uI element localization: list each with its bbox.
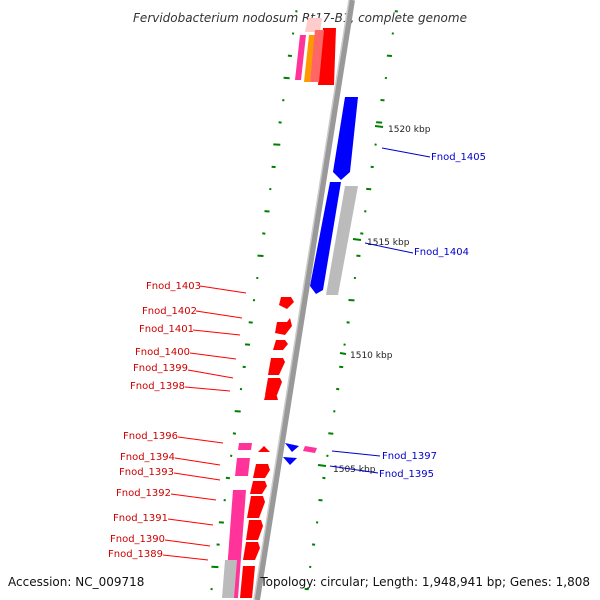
scale-ticks: 1520 kbp 1515 kbp 1510 kbp 1505 kbp xyxy=(317,125,431,475)
feature-bar xyxy=(303,446,317,453)
gene-arrow xyxy=(247,496,265,518)
gene-label-fnod-1393[interactable]: Fnod_1393 xyxy=(119,467,174,478)
gene-block xyxy=(310,30,324,82)
scale-tick xyxy=(317,464,327,467)
gene-label-fnod-1399[interactable]: Fnod_1399 xyxy=(133,363,188,374)
accession-text: Accession: NC_009718 xyxy=(8,575,144,589)
scale-label: 1520 kbp xyxy=(388,125,431,135)
scale-label: 1510 kbp xyxy=(350,351,393,361)
gene-arrow xyxy=(273,340,288,350)
gene-label-fnod-1400[interactable]: Fnod_1400 xyxy=(135,347,190,358)
gene-leader-line xyxy=(170,493,217,501)
gene-arrow xyxy=(258,446,270,452)
forward-genes-track xyxy=(240,28,336,598)
gene-arrow xyxy=(265,378,282,395)
gene-label-fnod-1403[interactable]: Fnod_1403 xyxy=(146,281,201,292)
gene-arrow xyxy=(246,520,263,540)
gene-leader-line xyxy=(329,465,379,474)
feature-bar xyxy=(295,35,306,80)
feature-track xyxy=(222,18,358,598)
gene-leader-line xyxy=(184,386,231,392)
gene-arrow xyxy=(250,481,267,494)
gene-arrow xyxy=(279,297,294,309)
gene-leader-line xyxy=(173,472,221,481)
feature-bar xyxy=(304,35,315,82)
gene-arrow xyxy=(310,182,341,294)
gene-arrow xyxy=(264,393,278,400)
gene-leader-line xyxy=(195,310,243,319)
scale-tick xyxy=(352,238,362,241)
gene-label-fnod-1391[interactable]: Fnod_1391 xyxy=(113,513,168,524)
gene-leader-line xyxy=(187,369,234,379)
gene-label-fnod-1389[interactable]: Fnod_1389 xyxy=(108,549,163,560)
scale-tick xyxy=(339,352,347,355)
gene-arrow xyxy=(253,464,270,478)
gene-leader-line xyxy=(381,147,431,158)
topology-text: Topology: circular; Length: 1,948,941 bp… xyxy=(259,575,590,589)
gene-leader-line xyxy=(189,352,237,360)
feature-bar xyxy=(222,560,237,598)
gene-label-fnod-1390[interactable]: Fnod_1390 xyxy=(110,534,165,545)
gene-label-fnod-1395[interactable]: Fnod_1395 xyxy=(379,469,434,480)
gene-label-fnod-1405[interactable]: Fnod_1405 xyxy=(431,152,486,163)
gene-label-fnod-1404[interactable]: Fnod_1404 xyxy=(414,247,469,258)
right-gene-labels: Fnod_1405 Fnod_1404 Fnod_1397 Fnod_1395 xyxy=(329,147,486,480)
gene-leader-line xyxy=(192,329,241,336)
feature-bar xyxy=(238,443,252,450)
gene-label-fnod-1398[interactable]: Fnod_1398 xyxy=(130,381,185,392)
gene-arrow xyxy=(275,318,292,335)
left-gene-labels: Fnod_1403 Fnod_1402 Fnod_1401 Fnod_1400 … xyxy=(108,281,247,561)
gene-leader-line xyxy=(199,285,247,294)
genome-backbone-highlight xyxy=(253,0,350,600)
feature-bar xyxy=(235,458,250,476)
gene-label-fnod-1394[interactable]: Fnod_1394 xyxy=(120,452,175,463)
gene-arrow xyxy=(333,97,358,180)
gene-label-fnod-1402[interactable]: Fnod_1402 xyxy=(142,306,197,317)
feature-bar xyxy=(326,186,358,295)
gene-leader-line xyxy=(167,518,214,526)
gene-label-fnod-1392[interactable]: Fnod_1392 xyxy=(116,488,171,499)
gene-block xyxy=(240,566,255,598)
feature-bar xyxy=(305,18,322,32)
gene-leader-line xyxy=(174,457,221,466)
scale-tick xyxy=(374,125,384,128)
gene-label-fnod-1401[interactable]: Fnod_1401 xyxy=(139,324,194,335)
gene-label-fnod-1397[interactable]: Fnod_1397 xyxy=(382,451,437,462)
genome-backbone xyxy=(254,0,355,600)
gene-leader-line xyxy=(177,436,224,444)
gc-content-track xyxy=(210,10,398,591)
map-title: Fervidobacterium nodosum Rt17-B1, comple… xyxy=(133,11,467,25)
gene-arrow xyxy=(285,443,299,452)
gene-arrow xyxy=(283,457,297,465)
gene-arrow xyxy=(243,542,260,560)
gene-label-fnod-1396[interactable]: Fnod_1396 xyxy=(123,431,178,442)
reverse-genes-track xyxy=(283,97,358,465)
gene-leader-line xyxy=(162,554,209,561)
gene-leader-line xyxy=(164,539,211,547)
gene-leader-line xyxy=(331,450,381,457)
gene-leader-line xyxy=(364,242,414,254)
scale-label: 1515 kbp xyxy=(367,238,410,248)
gene-arrow xyxy=(268,358,285,375)
